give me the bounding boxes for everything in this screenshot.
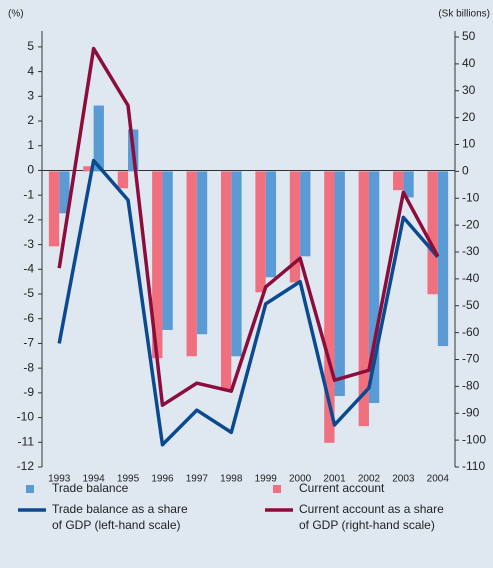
x-tick-label: 1998 [220, 474, 243, 485]
y2-axis-label: (Sk billions) [438, 9, 490, 20]
x-tick-label: 1994 [83, 474, 106, 485]
x-tick-label: 1996 [151, 474, 174, 485]
y2-tick-label: -10 [462, 190, 480, 204]
y-tick-label: 4 [27, 64, 34, 78]
bar [48, 171, 60, 247]
bar [117, 171, 129, 189]
bar [255, 171, 266, 293]
bar [186, 171, 197, 357]
y2-tick-label: -70 [462, 352, 480, 366]
x-tick-label: 2000 [289, 474, 312, 485]
y-tick-label: -9 [23, 385, 34, 399]
bar [83, 166, 94, 172]
line [57, 46, 440, 407]
y2-tick-label: 40 [462, 56, 476, 70]
y-tick-label: 1 [27, 138, 34, 152]
y2-tick-label: -30 [462, 244, 480, 258]
y2-tick-label: -110 [462, 459, 485, 473]
legend-label: Current account as a share of GDP (right-… [299, 502, 444, 532]
bar [324, 171, 335, 443]
y-tick-label: -10 [17, 410, 35, 424]
y-tick-label: -1 [23, 187, 34, 201]
bar [393, 171, 404, 191]
y2-tick-label: -20 [462, 217, 480, 231]
legend-label: Current account [299, 481, 385, 495]
y2-tick-label: 0 [462, 164, 469, 178]
y-tick-label: -7 [23, 336, 34, 350]
y-tick-label: 5 [27, 39, 34, 53]
y2-tick-label: -100 [462, 432, 486, 446]
y2-tick-label: -40 [462, 271, 480, 285]
x-tick-label: 1999 [255, 474, 278, 485]
bar [196, 171, 208, 335]
bar [334, 171, 345, 397]
y-tick-label: -3 [23, 237, 34, 251]
bar [220, 171, 232, 391]
y2-tick-label: -60 [462, 325, 480, 339]
legend-label: Trade balance as a share of GDP (left-han… [52, 502, 188, 532]
y-tick-label: -8 [23, 360, 34, 374]
x-tick-label: 1993 [48, 474, 71, 485]
y-tick-label: 0 [27, 163, 34, 177]
bar [59, 171, 70, 214]
x-tick-label: 1997 [186, 474, 209, 485]
y2-tick-label: -50 [462, 298, 480, 312]
y2-tick-label: -80 [462, 379, 480, 393]
y-tick-label: -5 [23, 286, 34, 300]
bar [403, 171, 414, 198]
y2-tick-label: 20 [462, 110, 476, 124]
y2-tick-label: 30 [462, 83, 476, 97]
bar [437, 171, 449, 347]
bar [152, 171, 163, 359]
bar [231, 171, 242, 357]
x-tick-label: 2001 [323, 474, 346, 485]
y-axis-label: (%) [8, 9, 24, 20]
y-tick-label: -6 [23, 311, 34, 325]
y-tick-label: -2 [23, 212, 34, 226]
bar [289, 171, 301, 283]
y-tick-label: 3 [27, 88, 34, 102]
y2-tick-label: 50 [462, 29, 476, 43]
x-tick-label: 1995 [117, 474, 140, 485]
y-tick-label: -12 [17, 459, 35, 473]
bar [93, 105, 104, 172]
legend-swatch [26, 485, 34, 493]
legend-swatch [273, 485, 281, 493]
y-tick-label: -4 [23, 261, 34, 275]
bar [300, 171, 311, 257]
y-tick-label: -11 [18, 434, 35, 448]
bar [358, 171, 369, 427]
y-tick-label: 2 [27, 113, 34, 127]
x-tick-label: 2002 [358, 474, 381, 485]
bar [368, 171, 380, 404]
x-tick-label: 2004 [427, 474, 450, 485]
bar [427, 171, 438, 295]
legend-label: Trade balance [52, 481, 129, 495]
y2-tick-label: 10 [462, 137, 476, 151]
line [57, 158, 440, 447]
y2-tick-label: -90 [462, 405, 480, 419]
bar [265, 171, 277, 278]
bar [162, 171, 173, 330]
x-tick-label: 2003 [392, 474, 415, 485]
